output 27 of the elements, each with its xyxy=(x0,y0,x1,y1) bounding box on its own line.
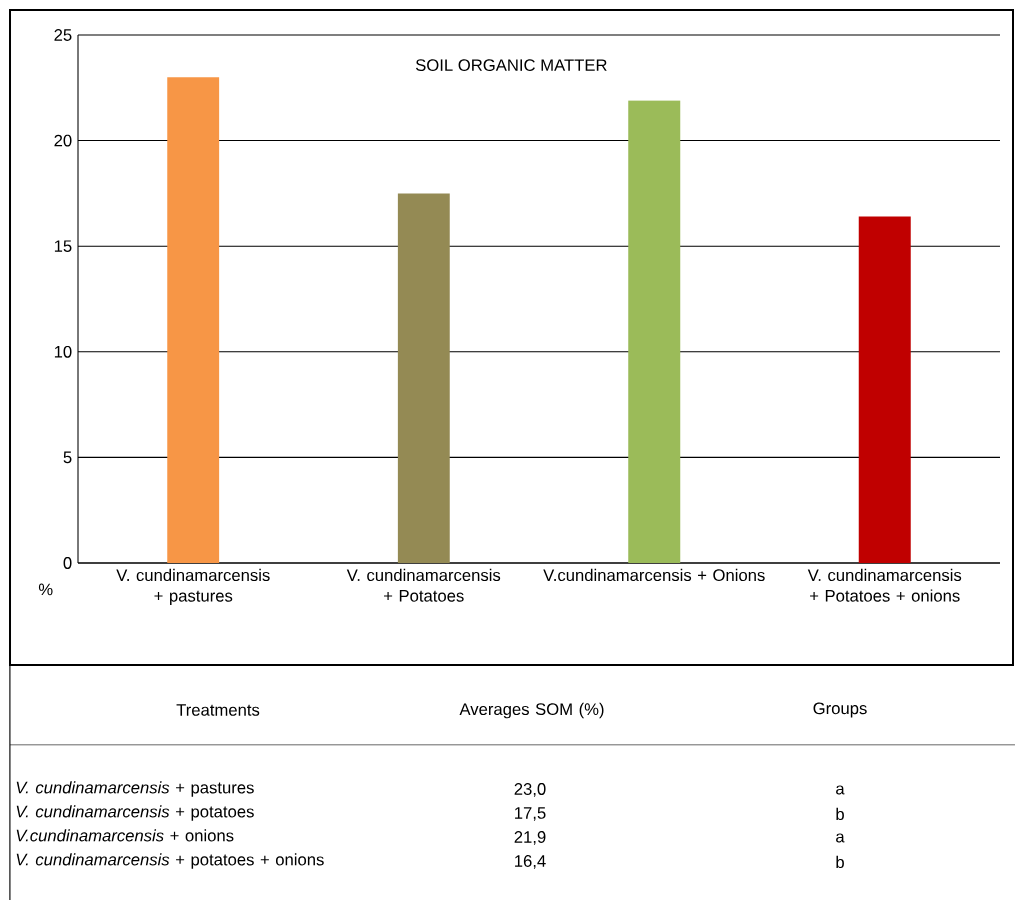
text: a xyxy=(836,833,845,843)
x-tick-label: V. cundinamarcensis + Potatoes + onions xyxy=(807,568,962,602)
text: V.cundinamarcensis + onions xyxy=(16,829,234,842)
y-tick-label: 0 xyxy=(63,557,72,569)
text: b xyxy=(836,807,844,821)
text: V. cundinamarcensis + pastures xyxy=(16,781,254,797)
y-tick-label: 20 xyxy=(54,134,72,147)
y-axis-title: % xyxy=(38,583,53,596)
y-tick-label: 5 xyxy=(63,451,72,464)
text: 17,5 xyxy=(515,807,546,821)
text: SOIL ORGANIC MATTER xyxy=(415,59,607,72)
y-tick-label: 25 xyxy=(54,29,72,41)
x-tick-label: V. cundinamarcensis + Potatoes xyxy=(346,568,501,602)
y-tick-label: 15 xyxy=(54,240,72,253)
text: 23,0 xyxy=(514,783,546,797)
text: a xyxy=(836,785,845,795)
y-tick-label: 10 xyxy=(54,345,72,358)
text: Groups xyxy=(813,702,867,718)
text: 21,9 xyxy=(514,831,546,845)
x-tick-label: V.cundinamarcensis + Onions xyxy=(543,568,765,582)
text: 16,4 xyxy=(515,855,546,869)
text: V. cundinamarcensis + potatoes xyxy=(16,805,254,821)
text: V. cundinamarcensis + potatoes + onions xyxy=(16,853,324,869)
text: Averages SOM (%) xyxy=(459,702,604,719)
text: Treatments xyxy=(176,704,260,716)
text: b xyxy=(836,855,844,869)
x-tick-label: V. cundinamarcensis + pastures xyxy=(116,568,270,605)
